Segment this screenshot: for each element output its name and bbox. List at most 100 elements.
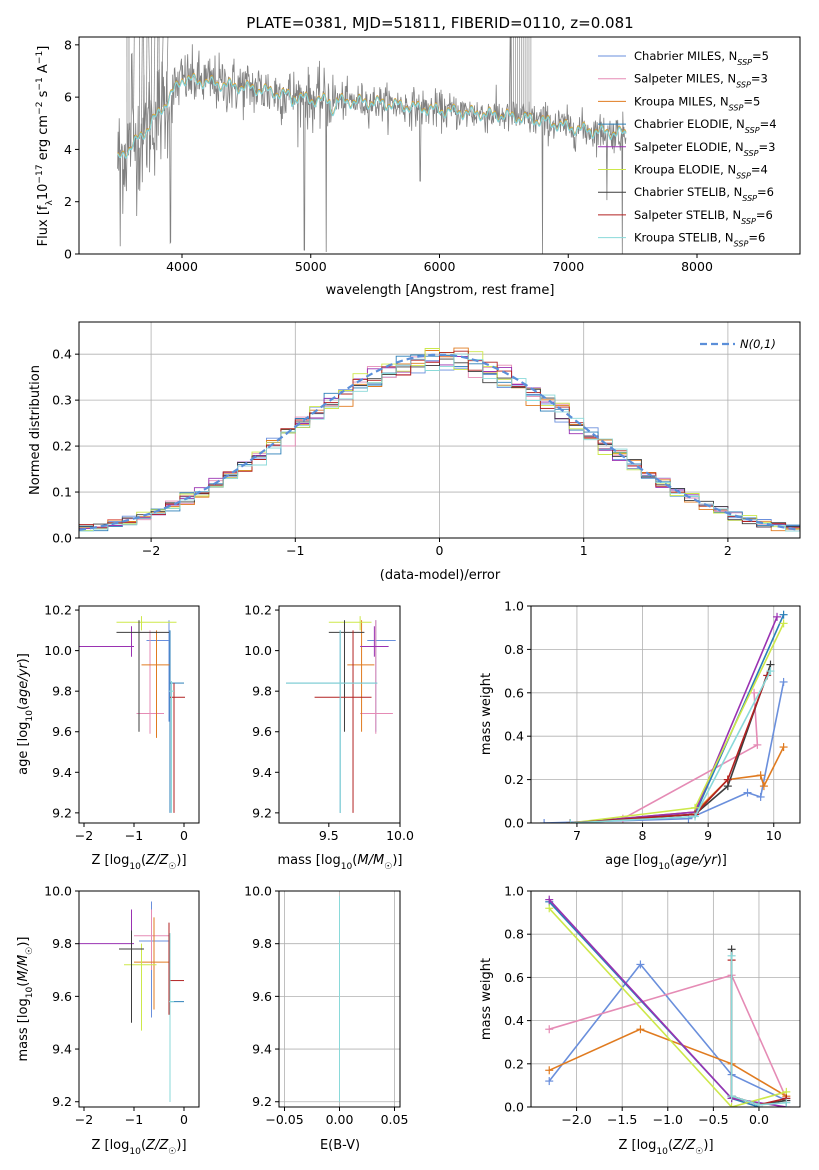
mass-vs-EBV-axes: −0.05 0.00 0.05 9.2 9.4 9.6 9.8 10.0	[244, 884, 408, 1128]
spectrum-legend: Chabrier MILES, NSSP=5 Salpeter MILES, NS…	[598, 49, 777, 248]
age-vs-mass-xtick-label: 9.5	[319, 828, 339, 843]
weight-line-kroupa-stelib	[730, 955, 787, 1106]
age-vs-Z-xtick-label: −1	[125, 828, 143, 843]
mass-vs-Z-ytick-label: 9.2	[52, 1094, 72, 1109]
mass-vs-EBV-ytick-label: 9.6	[252, 989, 272, 1004]
legend-entry: Salpeter STELIB, NSSP=6	[634, 208, 773, 226]
legend-entry: Kroupa STELIB, NSSP=6	[634, 231, 765, 249]
legend-entry: Salpeter MILES, NSSP=3	[634, 72, 768, 90]
weight-vs-age-xtick-label: 9	[704, 828, 712, 843]
mass-vs-Z-frame	[78, 890, 200, 1108]
mass-vs-EBV-xtick-label: −0.05	[265, 1112, 303, 1127]
weight-vs-Z-xtick-label: −2.0	[561, 1112, 591, 1127]
legend-entry: Kroupa ELODIE, NSSP=4	[634, 163, 768, 181]
age-z-y-axis-label: age [log10(age/yr)]	[16, 653, 35, 775]
residuals-ytick-label: 0.3	[52, 393, 72, 408]
mass-vs-EBV-ytick-label: 10.0	[244, 884, 272, 899]
spectrum-x-axis-label: wavelength [Angstrom, rest frame]	[326, 283, 555, 298]
spectrum-model-line	[117, 74, 627, 159]
legend-entry: Chabrier MILES, NSSP=5	[634, 49, 769, 67]
residuals-xtick-label: 1	[580, 543, 588, 558]
age-vs-mass-ytick-label: 10.0	[244, 643, 272, 658]
legend-entry: Chabrier ELODIE, NSSP=4	[634, 117, 777, 135]
weight-vs-Z-ytick-label: 0.4	[504, 1013, 524, 1028]
weight-line-chabrier-miles	[544, 681, 785, 823]
spectrum-plot	[117, 37, 627, 254]
age-vs-Z-xtick-label: −2	[75, 828, 93, 843]
mass-z-y-axis-label: mass [log10(M/M☉)]	[16, 937, 35, 1062]
mass-vs-EBV-xtick-label: 0.05	[381, 1112, 409, 1127]
mass-vs-Z-xtick-label: 0	[180, 1112, 188, 1127]
residuals-xtick-label: −2	[142, 543, 160, 558]
mass-vs-Z-xtick-label: −2	[75, 1112, 93, 1127]
weight-line-salpeter-stelib	[570, 675, 768, 823]
weight-vs-age-ytick-label: 0.4	[504, 729, 524, 744]
weight-age-x-axis-label: age [log10(age/yr)]	[605, 853, 727, 872]
weight-vs-age-ytick-label: 1.0	[504, 599, 524, 614]
age-vs-Z-axes: −2 −1 0 9.2 9.4 9.6 9.8 10.0 10.2	[44, 603, 200, 843]
residuals-plot	[79, 347, 800, 532]
weight-line-kroupa-elodie	[570, 623, 785, 823]
age-vs-Z-xtick-label: 0	[180, 828, 188, 843]
mass-vs-Z-ytick-label: 9.6	[52, 989, 72, 1004]
spectrum-ytick-label: 0	[64, 247, 72, 262]
residual-histogram-kroupa-stelib	[79, 353, 800, 532]
weight-vs-age-ytick-label: 0.8	[504, 642, 524, 657]
weight-vs-Z-frame	[530, 890, 801, 1108]
weight-vs-age-xtick-label: 8	[639, 828, 647, 843]
weight-vs-Z-plot	[545, 895, 791, 1107]
mass-vs-EBV-ytick-label: 9.8	[252, 936, 272, 951]
age-vs-mass-ytick-label: 9.2	[252, 805, 272, 820]
residual-y-axis-label: Normed distribution	[28, 365, 43, 495]
age-vs-mass-ytick-label: 9.6	[252, 724, 272, 739]
mass-vs-EBV-xtick-label: 0.00	[326, 1112, 354, 1127]
age-vs-Z-frame	[78, 605, 200, 824]
mass-vs-Z-ytick-label: 9.8	[52, 936, 72, 951]
weight-vs-Z-ytick-label: 0.8	[504, 927, 524, 942]
weight-vs-Z-xtick-label: −1.5	[607, 1112, 637, 1127]
mass-vs-Z-ytick-label: 9.4	[52, 1042, 72, 1057]
spectrum-xtick-label: 4000	[166, 259, 198, 274]
spectrum-y-axis-label: Flux [fλ10−17 erg cm−2 s−1 A−1]	[35, 46, 55, 247]
spectrum-ytick-label: 6	[64, 90, 72, 105]
spectrum-axes: 4000 5000 6000 7000 8000 0 2 4 6 8	[64, 36, 801, 274]
age-vs-Z-ytick-label: 10.2	[44, 603, 72, 618]
mass-vs-Z-plot	[79, 901, 184, 1102]
weight-vs-age-xtick-label: 10	[766, 828, 782, 843]
weight-vs-Z-ytick-label: 0.6	[504, 970, 524, 985]
spectrum-ytick-label: 2	[64, 194, 72, 209]
spectrum-data-spike	[148, 37, 151, 127]
mass-vs-EBV-ytick-label: 9.4	[252, 1042, 272, 1057]
spectrum-ytick-label: 8	[64, 37, 72, 52]
spectrum-data-line	[117, 37, 627, 254]
spectrum-xtick-label: 6000	[424, 259, 456, 274]
mass-ebv-x-axis-label: E(B-V)	[320, 1138, 360, 1153]
age-vs-mass-ytick-label: 10.2	[244, 603, 272, 618]
mass-vs-Z-ytick-label: 10.0	[44, 884, 72, 899]
weight-vs-Z-xtick-label: −1.0	[653, 1112, 683, 1127]
weight-vs-Z-ytick-label: 0.0	[504, 1100, 524, 1115]
residuals-xtick-label: −1	[286, 543, 304, 558]
weight-vs-Z-ytick-label: 0.2	[504, 1056, 524, 1071]
mass-vs-Z-axes: −2 −1 0 9.2 9.4 9.6 9.8 10.0	[44, 884, 200, 1127]
weight-line-kroupa-miles	[548, 1028, 787, 1097]
residuals-ytick-label: 0.1	[52, 485, 72, 500]
chart-title: PLATE=0381, MJD=51811, FIBERID=0110, z=0…	[246, 14, 633, 32]
weight-vs-age-plot	[540, 610, 788, 823]
legend-entry: Kroupa MILES, NSSP=5	[634, 94, 760, 112]
age-vs-mass-xtick-label: 10.0	[386, 828, 414, 843]
spectrum-data-spike	[146, 37, 148, 131]
weight-vs-Z-axes: −2.0 −1.5 −1.0 −0.5 0.0 0.0 0.2 0.4 0.6 0.8 1.0	[504, 884, 801, 1127]
age-vs-mass-ytick-label: 9.4	[252, 765, 272, 780]
age-vs-mass-frame	[278, 605, 401, 824]
age-vs-Z-ytick-label: 9.4	[52, 765, 72, 780]
age-vs-Z-ytick-label: 9.2	[52, 805, 72, 820]
spectrum-data-spike	[153, 37, 156, 120]
residuals-xtick-label: 2	[724, 543, 732, 558]
weight-line-chabrier-elodie	[548, 901, 760, 1107]
age-vs-Z-ytick-label: 9.6	[52, 724, 72, 739]
age-vs-mass-plot	[286, 616, 396, 813]
residuals-axes: −2 −1 0 1 2 0.0 0.1 0.2 0.3 0.4	[52, 321, 801, 558]
residuals-ytick-label: 0.2	[52, 439, 72, 454]
mass-z-x-axis-label: Z [log10(Z/Z☉)]	[91, 1138, 186, 1157]
